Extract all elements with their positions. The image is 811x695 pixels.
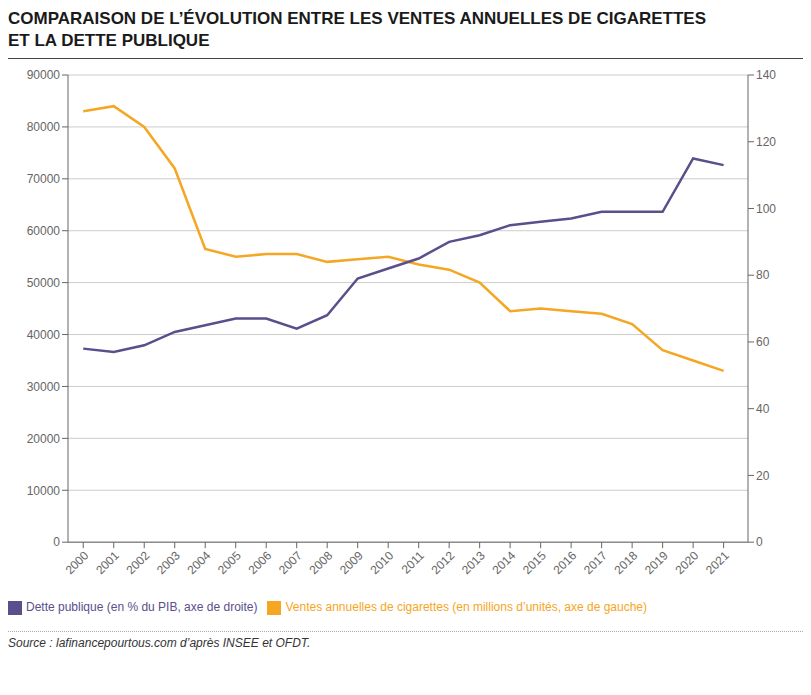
svg-text:20000: 20000 bbox=[27, 432, 61, 446]
svg-text:2001: 2001 bbox=[93, 548, 122, 577]
html-text:Source : lafinancepourtous.com: Source : lafinancepourtous.com d’après I… bbox=[8, 636, 311, 650]
svg-text:2006: 2006 bbox=[246, 548, 275, 577]
svg-text:2003: 2003 bbox=[154, 548, 183, 577]
svg-text:30000: 30000 bbox=[27, 380, 61, 394]
svg-text:10000: 10000 bbox=[27, 484, 61, 498]
svg-text:2008: 2008 bbox=[307, 548, 336, 577]
svg-text:2013: 2013 bbox=[459, 548, 488, 577]
svg-text:40000: 40000 bbox=[27, 328, 61, 342]
svg-text:2004: 2004 bbox=[185, 548, 214, 577]
svg-text:20: 20 bbox=[756, 469, 770, 483]
svg-text:2007: 2007 bbox=[276, 548, 305, 577]
svg-text:90000: 90000 bbox=[27, 68, 61, 82]
svg-text:2019: 2019 bbox=[642, 548, 671, 577]
svg-text:80000: 80000 bbox=[27, 120, 61, 134]
svg-text:2014: 2014 bbox=[490, 548, 519, 577]
svg-text:0: 0 bbox=[756, 535, 763, 549]
svg-text:2005: 2005 bbox=[215, 548, 244, 577]
svg-text:2017: 2017 bbox=[581, 548, 610, 577]
svg-text:60000: 60000 bbox=[27, 224, 61, 238]
html-text:ET LA DETTE PUBLIQUE: ET LA DETTE PUBLIQUE bbox=[8, 31, 210, 50]
html-text:COMPARAISON DE L’ÉVOLUTION ENT: COMPARAISON DE L’ÉVOLUTION ENTRE LES VEN… bbox=[8, 9, 706, 28]
svg-text:0: 0 bbox=[53, 535, 60, 549]
svg-text:50000: 50000 bbox=[27, 276, 61, 290]
svg-text:2015: 2015 bbox=[520, 548, 549, 577]
svg-text:140: 140 bbox=[756, 68, 776, 82]
svg-text:40: 40 bbox=[756, 402, 770, 416]
svg-text:100: 100 bbox=[756, 202, 776, 216]
svg-text:2011: 2011 bbox=[399, 548, 427, 576]
svg-text:2000: 2000 bbox=[63, 548, 92, 577]
svg-text:70000: 70000 bbox=[27, 172, 61, 186]
svg-text:2021: 2021 bbox=[703, 548, 732, 577]
svg-text:2016: 2016 bbox=[551, 548, 580, 577]
svg-text:2018: 2018 bbox=[611, 548, 640, 577]
html-text:Dette publique (en % du PIB, a: Dette publique (en % du PIB, axe de droi… bbox=[26, 600, 258, 615]
svg-text:60: 60 bbox=[756, 335, 770, 349]
svg-text:2012: 2012 bbox=[429, 548, 458, 577]
svg-text:2010: 2010 bbox=[368, 548, 397, 577]
svg-text:2020: 2020 bbox=[672, 548, 701, 577]
svg-text:2009: 2009 bbox=[337, 548, 366, 577]
svg-text:80: 80 bbox=[756, 268, 770, 282]
html-text:Ventes annuelles de cigarettes: Ventes annuelles de cigarettes (en milli… bbox=[285, 600, 647, 615]
svg-text:120: 120 bbox=[756, 135, 776, 149]
svg-text:2002: 2002 bbox=[124, 548, 153, 577]
